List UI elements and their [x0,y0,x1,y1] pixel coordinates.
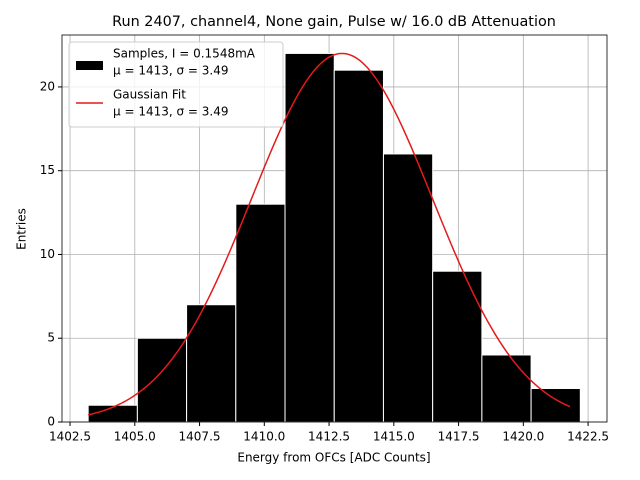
y-tick-label: 15 [40,163,55,177]
x-tick-label: 1415.0 [373,430,415,444]
bar [333,69,384,423]
x-tick-label: 1412.5 [308,430,350,444]
x-tick-label: 1402.5 [49,430,91,444]
bar [530,387,581,423]
x-tick-label: 1405.0 [114,430,156,444]
y-tick-label: 20 [40,79,55,93]
legend-swatch [76,61,103,70]
chart-title: Run 2407, channel4, None gain, Pulse w/ … [112,14,556,30]
y-tick-label: 0 [47,415,55,429]
legend-label: μ = 1413, σ = 3.49 [113,105,229,119]
y-axis-label: Entries [15,208,29,250]
bar [284,52,335,423]
x-axis-label: Energy from OFCs [ADC Counts] [237,451,430,465]
x-tick-label: 1422.5 [567,430,609,444]
x-tick-label: 1410.0 [243,430,285,444]
legend-label: Samples, I = 0.1548mA [113,47,256,61]
legend-label: Gaussian Fit [113,88,186,102]
plot-frame [61,34,608,423]
bar [186,304,237,423]
bar [382,153,434,423]
bar [432,270,483,423]
legend-label: μ = 1413, σ = 3.49 [113,64,229,78]
x-tick-label: 1417.5 [438,430,480,444]
x-tick-label: 1420.0 [502,430,544,444]
y-tick-label: 5 [47,331,55,345]
bar [235,203,286,423]
y-tick-label: 10 [40,247,55,261]
legend-box [68,41,284,128]
bar [481,354,532,423]
bar [136,337,188,423]
x-tick-label: 1407.5 [179,430,221,444]
fit-curve [87,52,571,416]
